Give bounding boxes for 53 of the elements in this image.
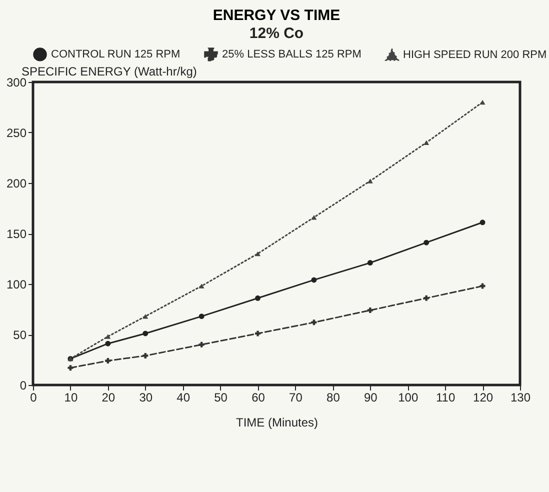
point xyxy=(198,314,204,320)
x-tick-label: 20 xyxy=(102,390,116,404)
point xyxy=(255,330,261,336)
x-tick-label: 120 xyxy=(473,390,494,404)
point xyxy=(424,240,430,246)
legend-label: 25% LESS BALLS 125 RPM xyxy=(222,48,362,60)
point xyxy=(367,178,373,184)
point xyxy=(311,277,317,283)
x-tick-label: 40 xyxy=(176,390,190,404)
y-tick-label: 100 xyxy=(6,278,27,292)
x-tick-label: 60 xyxy=(252,390,266,404)
y-tick-label: 300 xyxy=(6,76,27,90)
point xyxy=(480,220,486,226)
x-tick-label: 0 xyxy=(30,390,38,404)
point xyxy=(105,334,111,339)
point xyxy=(311,214,317,220)
x-tick-label: 110 xyxy=(436,390,456,404)
point xyxy=(142,352,148,358)
y-axis-title: SPECIFIC ENERGY (Watt-hr/kg) xyxy=(22,64,197,78)
x-tick-label: 100 xyxy=(398,390,418,404)
x-tick-label: 70 xyxy=(289,390,303,404)
point xyxy=(68,365,74,371)
point xyxy=(198,342,204,348)
point xyxy=(311,320,317,326)
y-tick-label: 150 xyxy=(6,227,27,241)
legend-label: HIGH SPEED RUN 200 RPM xyxy=(403,48,547,61)
x-tick-label: 80 xyxy=(326,390,340,404)
point xyxy=(142,330,148,336)
point xyxy=(105,358,111,364)
x-tick-label: 50 xyxy=(214,390,228,404)
point xyxy=(255,251,261,256)
x-tick-label: 90 xyxy=(364,390,378,404)
point xyxy=(142,314,148,319)
point xyxy=(367,260,373,266)
x-tick-label: 30 xyxy=(139,390,153,404)
x-axis-title: TIME (Minutes) xyxy=(236,416,318,430)
point xyxy=(424,295,430,301)
chart-title: ENERGY VS TIME xyxy=(212,7,340,24)
y-tick-label: 0 xyxy=(20,378,27,392)
point xyxy=(480,283,486,289)
x-tick-label: 10 xyxy=(64,390,78,404)
point xyxy=(367,308,373,313)
chart-subtitle: 12% Co xyxy=(249,25,304,42)
point xyxy=(255,295,261,301)
point xyxy=(198,284,204,288)
x-tick-label: 130 xyxy=(510,390,531,404)
legend-label: CONTROL RUN 125 RPM xyxy=(51,48,180,60)
point xyxy=(105,340,111,346)
point xyxy=(424,140,430,145)
y-tick-label: 50 xyxy=(13,328,27,342)
y-tick-label: 200 xyxy=(6,176,27,190)
y-tick-label: 250 xyxy=(6,126,27,140)
point xyxy=(480,100,486,105)
